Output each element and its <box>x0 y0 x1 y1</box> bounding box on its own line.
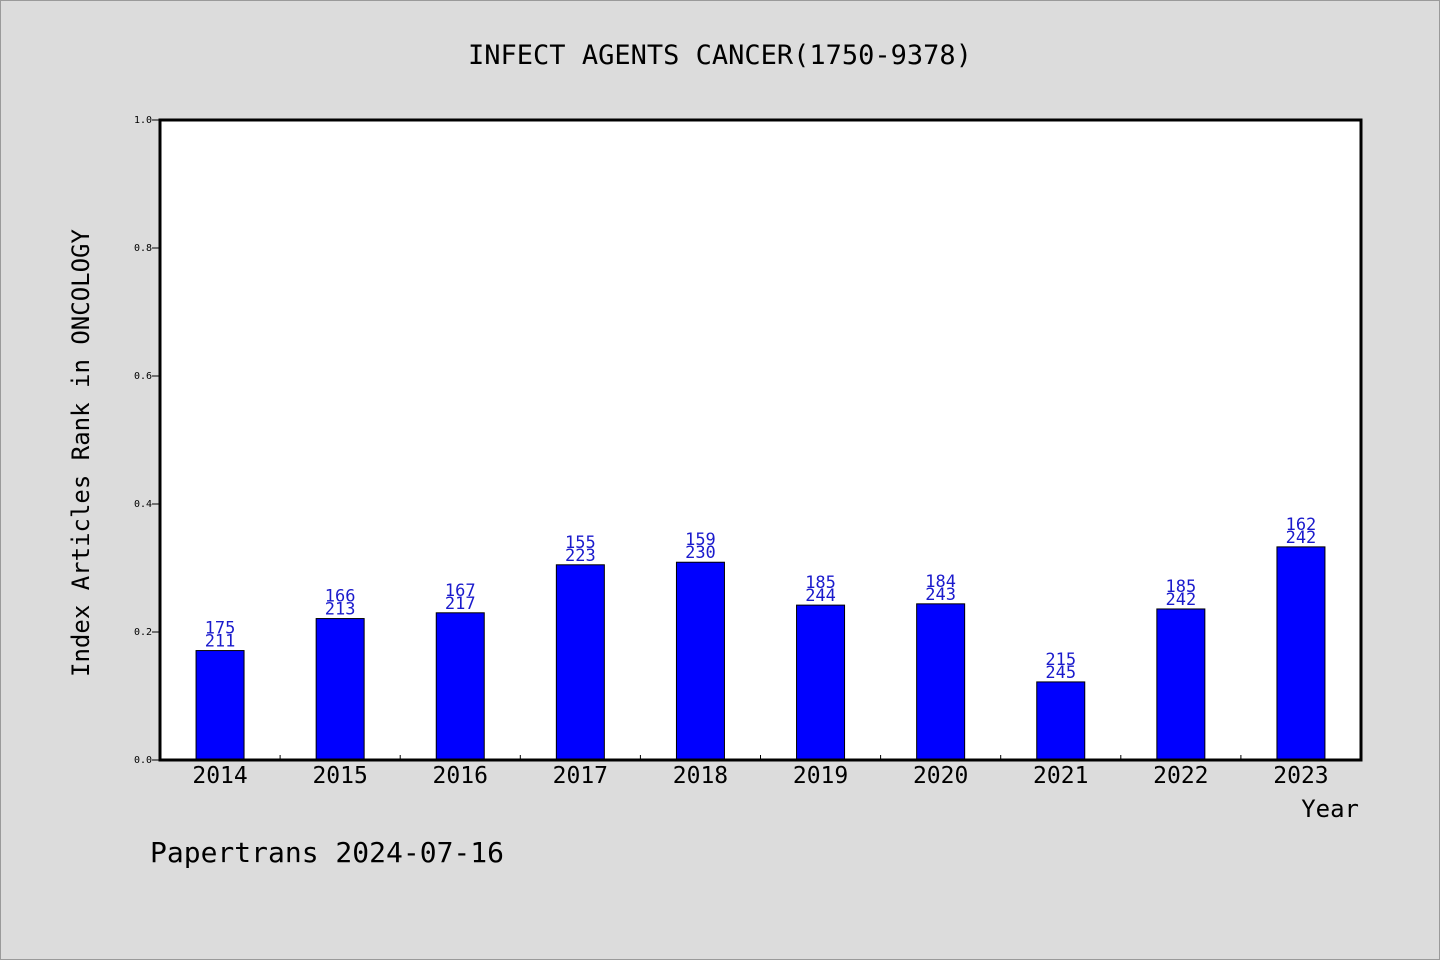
data-label-bottom: 223 <box>565 546 596 566</box>
data-label-bottom: 242 <box>1286 528 1317 548</box>
data-label-top: 175 <box>205 619 236 639</box>
bar <box>675 561 725 761</box>
x-tick-label: 2016 <box>433 763 488 789</box>
bar <box>1036 681 1086 761</box>
data-label-bottom: 217 <box>445 594 476 614</box>
x-tick-label: 2020 <box>913 763 968 789</box>
y-tick-label: 1.0 <box>134 115 152 126</box>
bar <box>1156 608 1206 761</box>
data-label-top: 185 <box>805 573 836 593</box>
y-tick-label: 0.8 <box>134 243 152 254</box>
x-tick-label: 2017 <box>553 763 608 789</box>
data-label-top: 159 <box>685 530 716 550</box>
chart-title: INFECT AGENTS CANCER(1750-9378) <box>468 40 972 71</box>
data-label-bottom: 242 <box>1165 590 1196 610</box>
data-label-bottom: 213 <box>325 600 356 620</box>
x-tick-label: 2018 <box>673 763 728 789</box>
data-label-top: 162 <box>1286 515 1317 535</box>
y-tick-label: 0.2 <box>134 627 152 638</box>
x-tick-label: 2022 <box>1153 763 1208 789</box>
footer-credit: Papertrans 2024-07-16 <box>150 836 504 869</box>
bar <box>916 603 966 761</box>
data-label-bottom: 211 <box>205 632 236 652</box>
y-tick-label: 0.0 <box>134 755 152 766</box>
x-tick-label: 2021 <box>1033 763 1088 789</box>
data-label-bottom: 244 <box>805 586 836 606</box>
y-tick-label: 0.6 <box>134 371 152 382</box>
data-labels-group: 1752111662131672171552231592301852441842… <box>205 515 1317 683</box>
bar <box>435 612 485 761</box>
bar <box>555 564 605 761</box>
x-axis-title: Year <box>1301 795 1359 823</box>
data-label-bottom: 245 <box>1045 663 1076 683</box>
plot-border <box>158 118 1363 762</box>
x-tick-label: 2019 <box>793 763 848 789</box>
bar <box>1276 546 1326 761</box>
x-tick-label: 2014 <box>192 763 247 789</box>
y-axis-ticks: 0.0 0.2 0.4 0.6 0.8 1.0 <box>134 115 160 766</box>
data-label-top: 185 <box>1165 577 1196 597</box>
bar <box>315 618 365 761</box>
bar <box>796 604 846 761</box>
x-axis-ticks: 2014 2015 2016 2017 2018 2019 2020 2021 2022 2023 <box>192 755 1329 789</box>
data-label-top: 215 <box>1045 650 1076 670</box>
y-axis-title: Index Articles Rank in ONCOLOGY <box>67 228 95 676</box>
x-tick-label: 2023 <box>1273 763 1328 789</box>
data-label-top: 155 <box>565 533 596 553</box>
bar <box>195 650 245 761</box>
x-tick-label: 2015 <box>312 763 367 789</box>
data-label-bottom: 230 <box>685 543 716 563</box>
y-tick-label: 0.4 <box>134 499 152 510</box>
data-label-top: 167 <box>445 581 476 601</box>
data-label-top: 184 <box>925 572 956 592</box>
data-label-top: 166 <box>325 587 356 607</box>
data-label-bottom: 243 <box>925 585 956 605</box>
